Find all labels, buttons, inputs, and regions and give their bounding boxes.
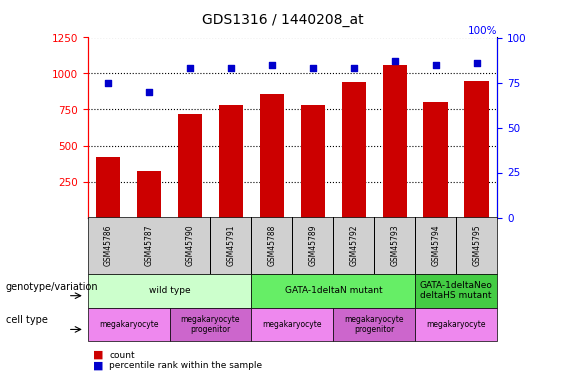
Bar: [464, 81, 489, 218]
Bar: [424, 102, 448, 218]
Text: 100%: 100%: [468, 26, 497, 36]
Point: [185, 65, 194, 71]
Text: megakaryocyte
progenitor: megakaryocyte progenitor: [345, 315, 404, 334]
Point: [103, 80, 112, 86]
Text: cell type: cell type: [6, 315, 47, 326]
Bar: [177, 114, 202, 218]
Text: GSM45788: GSM45788: [267, 225, 276, 266]
Text: GDS1316 / 1440208_at: GDS1316 / 1440208_at: [202, 13, 363, 27]
Text: megakaryocyte: megakaryocyte: [263, 320, 322, 329]
Text: count: count: [109, 351, 134, 360]
Text: megakaryocyte: megakaryocyte: [99, 320, 158, 329]
Text: percentile rank within the sample: percentile rank within the sample: [109, 361, 262, 370]
Bar: [95, 157, 120, 218]
Point: [227, 65, 236, 71]
Text: GSM45787: GSM45787: [145, 225, 154, 266]
Bar: [260, 94, 284, 218]
Text: wild type: wild type: [149, 286, 190, 295]
Text: GSM45789: GSM45789: [308, 225, 318, 266]
Bar: [341, 82, 366, 218]
Bar: [383, 65, 407, 218]
Text: megakaryocyte
progenitor: megakaryocyte progenitor: [181, 315, 240, 334]
Text: ■: ■: [93, 361, 104, 370]
Text: GSM45793: GSM45793: [390, 225, 399, 266]
Text: GSM45790: GSM45790: [185, 225, 194, 266]
Point: [267, 62, 276, 68]
Text: GSM45786: GSM45786: [103, 225, 112, 266]
Text: ■: ■: [93, 350, 104, 360]
Text: GSM45792: GSM45792: [349, 225, 358, 266]
Point: [308, 65, 318, 71]
Point: [431, 62, 440, 68]
Text: GSM45791: GSM45791: [227, 225, 236, 266]
Point: [390, 58, 399, 64]
Text: GSM45794: GSM45794: [431, 225, 440, 266]
Point: [472, 60, 481, 66]
Text: megakaryocyte: megakaryocyte: [427, 320, 486, 329]
Text: GATA-1deltaNeo
deltaHS mutant: GATA-1deltaNeo deltaHS mutant: [420, 281, 493, 300]
Bar: [301, 105, 325, 218]
Bar: [137, 171, 162, 217]
Text: GSM45795: GSM45795: [472, 225, 481, 266]
Point: [145, 88, 154, 94]
Bar: [219, 105, 244, 218]
Text: genotype/variation: genotype/variation: [6, 282, 98, 292]
Point: [349, 65, 358, 71]
Text: GATA-1deltaN mutant: GATA-1deltaN mutant: [285, 286, 382, 295]
